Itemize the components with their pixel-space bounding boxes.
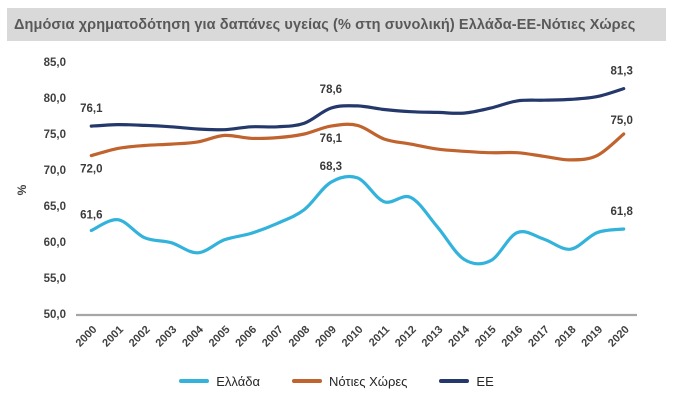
- data-label-ellada-2009: 68,3: [320, 161, 342, 173]
- legend-label-ellada: Ελλάδα: [216, 373, 260, 389]
- x-tick-label: 2006: [233, 324, 259, 350]
- x-tick-label: 2009: [313, 324, 339, 350]
- y-tick-label: 65,0: [44, 201, 66, 213]
- legend-swatch-ellada: [179, 379, 210, 383]
- x-tick-label: 2014: [446, 323, 472, 349]
- y-axis-title: %: [15, 184, 29, 195]
- data-label-ee-2009: 78,6: [320, 84, 342, 96]
- x-tick-label: 2001: [100, 324, 126, 350]
- x-tick-label: 2020: [606, 324, 632, 350]
- data-label-ee-2000: 76,1: [80, 103, 103, 115]
- x-tick-label: 2019: [579, 324, 605, 350]
- x-tick-label: 2000: [74, 324, 100, 350]
- data-label-ellada-2020: 61,8: [610, 206, 633, 218]
- x-tick-label: 2013: [420, 324, 446, 350]
- y-tick-label: 80,0: [44, 93, 66, 105]
- x-tick-label: 2012: [393, 324, 419, 350]
- x-tick-label: 2018: [553, 324, 579, 350]
- x-tick-label: 2007: [260, 324, 286, 350]
- x-tick-label: 2010: [340, 324, 366, 350]
- y-tick-label: 50,0: [44, 309, 66, 321]
- legend-swatch-ee: [439, 379, 470, 383]
- y-tick-label: 85,0: [44, 57, 66, 69]
- y-tick-label: 75,0: [44, 129, 66, 141]
- y-tick-label: 55,0: [44, 273, 66, 285]
- legend-label-noties-xores: Νότιες Χώρες: [329, 373, 408, 389]
- legend-label-ee: ΕΕ: [476, 373, 494, 389]
- series-line-noties-xores: [89, 122, 626, 162]
- x-tick-label: 2004: [180, 323, 206, 349]
- x-tick-label: 2017: [526, 324, 552, 350]
- chart-legend: Ελλάδα Νότιες Χώρες ΕΕ: [0, 370, 673, 392]
- data-label-ellada-2000: 61,6: [80, 209, 102, 221]
- series-line-ee: [89, 87, 626, 132]
- x-tick-label: 2016: [500, 324, 526, 350]
- data-label-ee-2020: 81,3: [610, 66, 632, 78]
- legend-item-noties-xores: Νότιες Χώρες: [292, 374, 407, 389]
- x-tick-label: 2008: [287, 324, 313, 350]
- y-tick-label: 60,0: [44, 237, 66, 249]
- x-tick-label: 2003: [153, 324, 179, 350]
- chart-title: Δημόσια χρηματοδότηση για δαπάνες υγείας…: [14, 16, 636, 33]
- x-tick-label: 2005: [207, 324, 233, 350]
- data-label-noties-xores-2009: 76,1: [320, 133, 343, 145]
- legend-item-ellada: Ελλάδα: [179, 374, 260, 389]
- data-label-noties-xores-2020: 75,0: [610, 115, 632, 127]
- x-tick-label: 2015: [473, 324, 499, 350]
- chart-title-bar: Δημόσια χρηματοδότηση για δαπάνες υγείας…: [7, 8, 666, 41]
- y-tick-label: 70,0: [44, 165, 66, 177]
- data-label-noties-xores-2000: 72,0: [80, 164, 102, 176]
- x-tick-label: 2002: [127, 324, 153, 350]
- x-tick-label: 2011: [367, 324, 392, 349]
- series-line-ellada: [89, 174, 626, 266]
- legend-swatch-noties-xores: [292, 379, 322, 383]
- legend-item-ee: ΕΕ: [439, 373, 494, 389]
